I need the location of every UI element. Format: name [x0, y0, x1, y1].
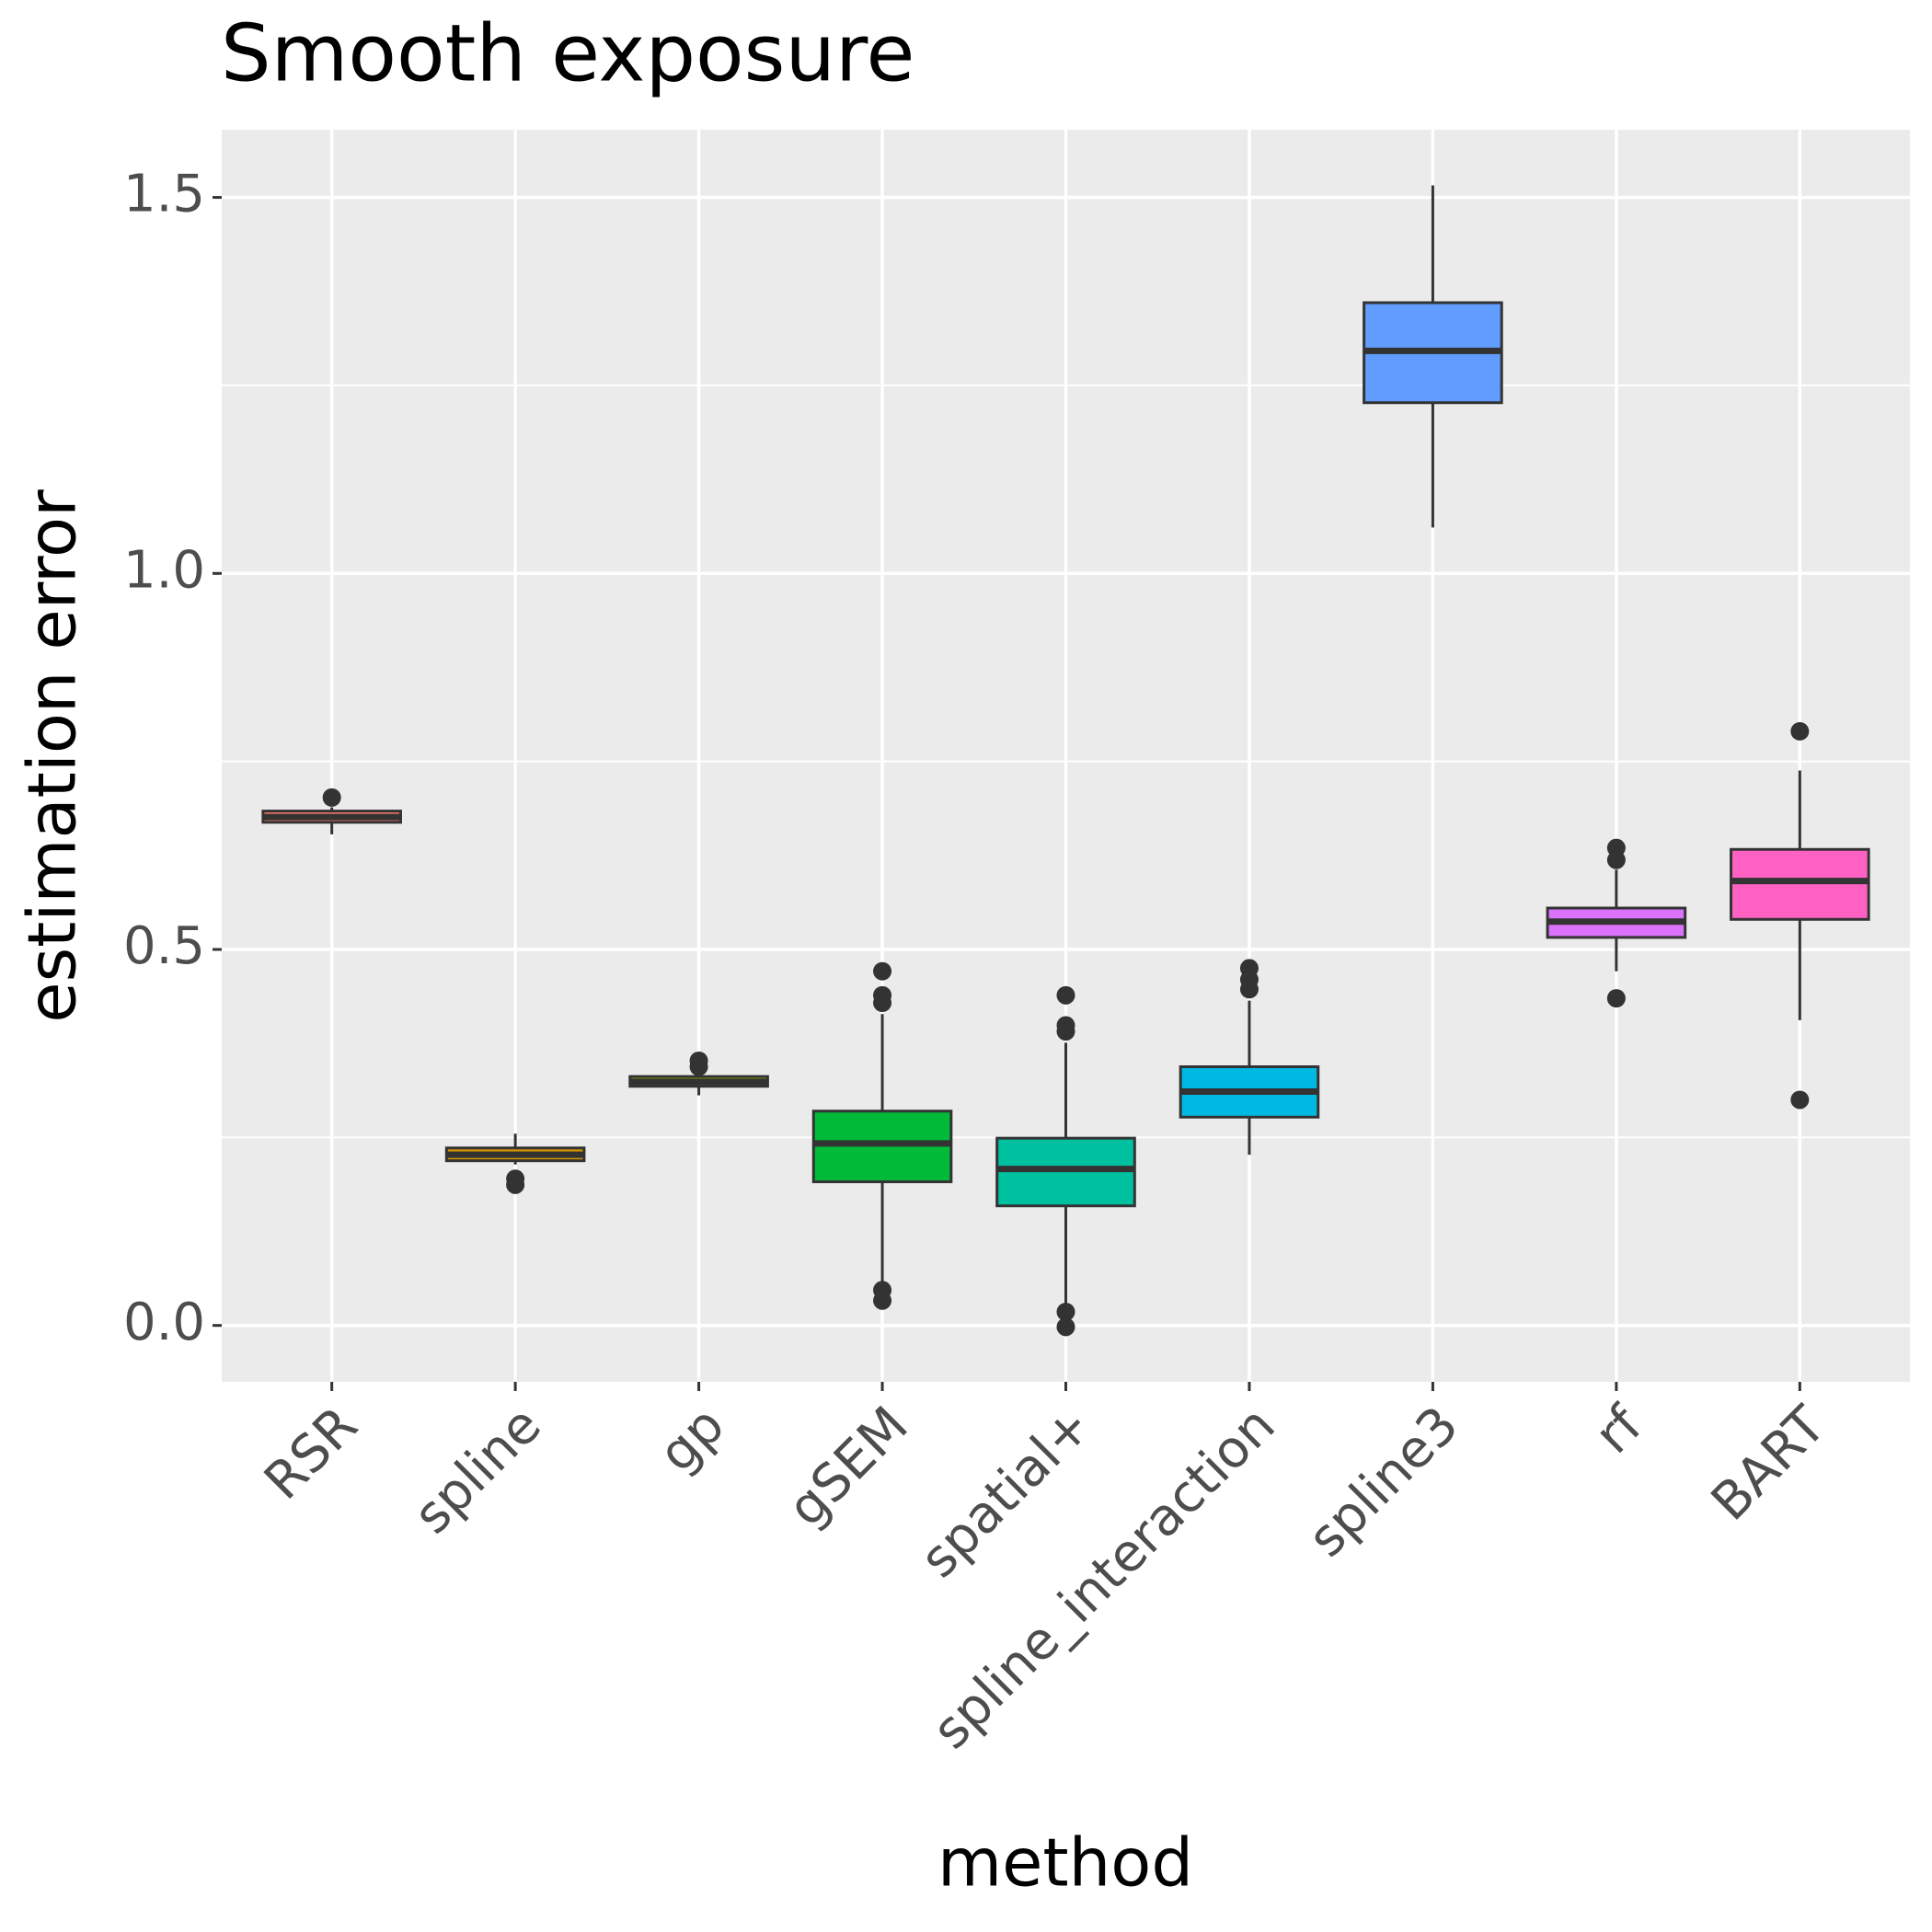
- outlier: [1790, 721, 1810, 741]
- outlier: [506, 1175, 525, 1194]
- outlier: [1056, 1317, 1075, 1337]
- x-tick-label: spline3: [1297, 1396, 1470, 1569]
- outlier: [873, 994, 892, 1013]
- x-axis-title: method: [937, 1824, 1193, 1902]
- outlier: [1606, 850, 1626, 869]
- x-tick-label: gSEM: [776, 1396, 919, 1538]
- x-tick-label: spline: [403, 1396, 553, 1546]
- outlier: [1239, 980, 1259, 999]
- y-tick-label: 1.0: [123, 540, 205, 600]
- x-tick-label: BART: [1700, 1395, 1838, 1533]
- outlier: [1606, 989, 1626, 1008]
- outlier: [1056, 1302, 1075, 1321]
- x-tick-label: RSR: [253, 1396, 369, 1512]
- chart-title: Smooth exposure: [221, 7, 914, 99]
- outlier: [873, 1291, 892, 1310]
- y-tick-label: 0.0: [123, 1293, 205, 1352]
- box: [1730, 847, 1870, 921]
- outlier: [1056, 985, 1075, 1005]
- outlier: [322, 788, 341, 807]
- y-axis-title: estimation error: [14, 489, 91, 1023]
- x-tick-label: spatial+: [909, 1396, 1103, 1590]
- y-tick-label: 0.5: [123, 916, 205, 976]
- x-tick-label: rf: [1583, 1395, 1654, 1466]
- y-tick-label: 1.5: [123, 165, 205, 224]
- outlier: [1056, 1022, 1075, 1041]
- outlier: [1790, 1090, 1810, 1110]
- x-tick-label: spline_interaction: [921, 1396, 1286, 1761]
- x-tick-label: gp: [648, 1396, 736, 1484]
- outlier: [873, 961, 892, 981]
- outlier: [689, 1057, 708, 1076]
